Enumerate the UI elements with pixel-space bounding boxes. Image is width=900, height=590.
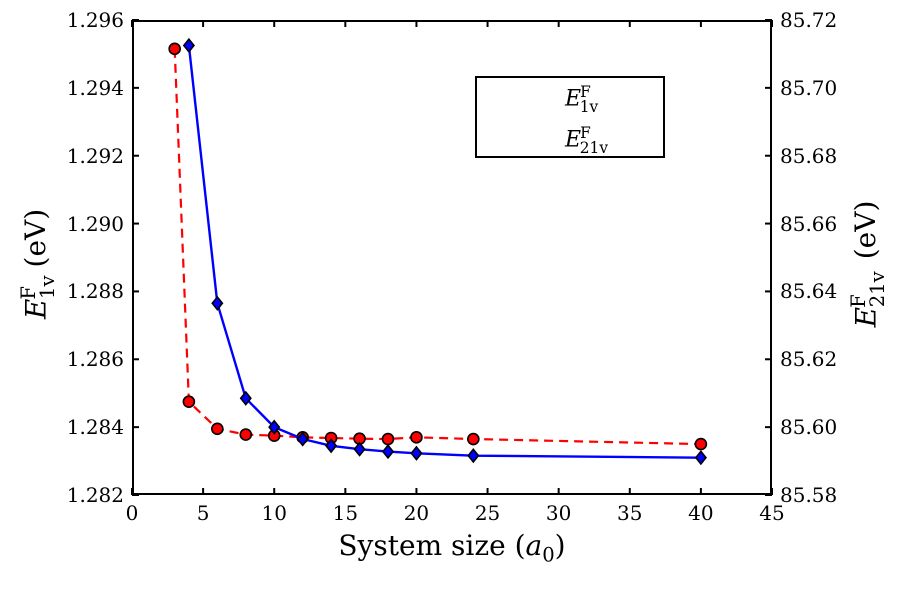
series-marker-E1v [468, 434, 479, 445]
y-left-tick-label: 1.288 [67, 279, 124, 303]
y-right-tick-label: 85.62 [780, 347, 837, 371]
series-marker-E1v [695, 439, 706, 450]
series-marker-E1v [169, 43, 180, 54]
x-tick-label: 30 [539, 501, 579, 525]
series-marker-E1v [183, 396, 194, 407]
series-marker-E21v [383, 445, 393, 458]
y-left-axis-label: EF1v(eV) [17, 133, 57, 393]
y-right-tick-label: 85.60 [780, 415, 837, 439]
series-marker-E1v [240, 429, 251, 440]
series-marker-E21v [354, 443, 364, 456]
y-left-tick-label: 1.286 [67, 347, 124, 371]
series-marker-E21v [468, 449, 478, 462]
series-marker-E1v [212, 423, 223, 434]
y-right-axis-label: EF21v(eV) [847, 133, 887, 393]
energy-vs-system-size-chart: 0510152025303540451.2821.2841.2861.2881.… [0, 0, 900, 590]
y-right-tick-label: 85.72 [780, 8, 837, 32]
y-right-tick-label: 85.58 [780, 483, 837, 507]
x-tick-label: 25 [468, 501, 508, 525]
x-tick-label: 20 [396, 501, 436, 525]
series-marker-E21v [411, 447, 421, 460]
series-marker-E21v [184, 39, 194, 52]
x-tick-label: 40 [681, 501, 721, 525]
y-left-tick-label: 1.290 [67, 212, 124, 236]
y-right-tick-label: 85.66 [780, 212, 837, 236]
y-left-tick-label: 1.292 [67, 144, 124, 168]
y-right-tick-label: 85.68 [780, 144, 837, 168]
legend-label-E1v: EF1v [565, 83, 610, 115]
y-right-tick-label: 85.70 [780, 76, 837, 100]
x-tick-label: 5 [183, 501, 223, 525]
x-tick-label: 10 [254, 501, 294, 525]
y-left-tick-label: 1.294 [67, 76, 124, 100]
series-marker-E21v [696, 451, 706, 464]
y-left-tick-label: 1.284 [67, 415, 124, 439]
x-tick-label: 15 [325, 501, 365, 525]
series-marker-E21v [212, 297, 222, 310]
y-right-tick-label: 85.64 [780, 279, 837, 303]
y-left-tick-label: 1.296 [67, 8, 124, 32]
x-axis-label: System size (a0) [302, 529, 602, 567]
y-left-tick-label: 1.282 [67, 483, 124, 507]
x-tick-label: 35 [610, 501, 650, 525]
series-marker-E1v [411, 432, 422, 443]
series-marker-E1v [383, 434, 394, 445]
legend-label-E21v: EF21v [565, 124, 620, 156]
